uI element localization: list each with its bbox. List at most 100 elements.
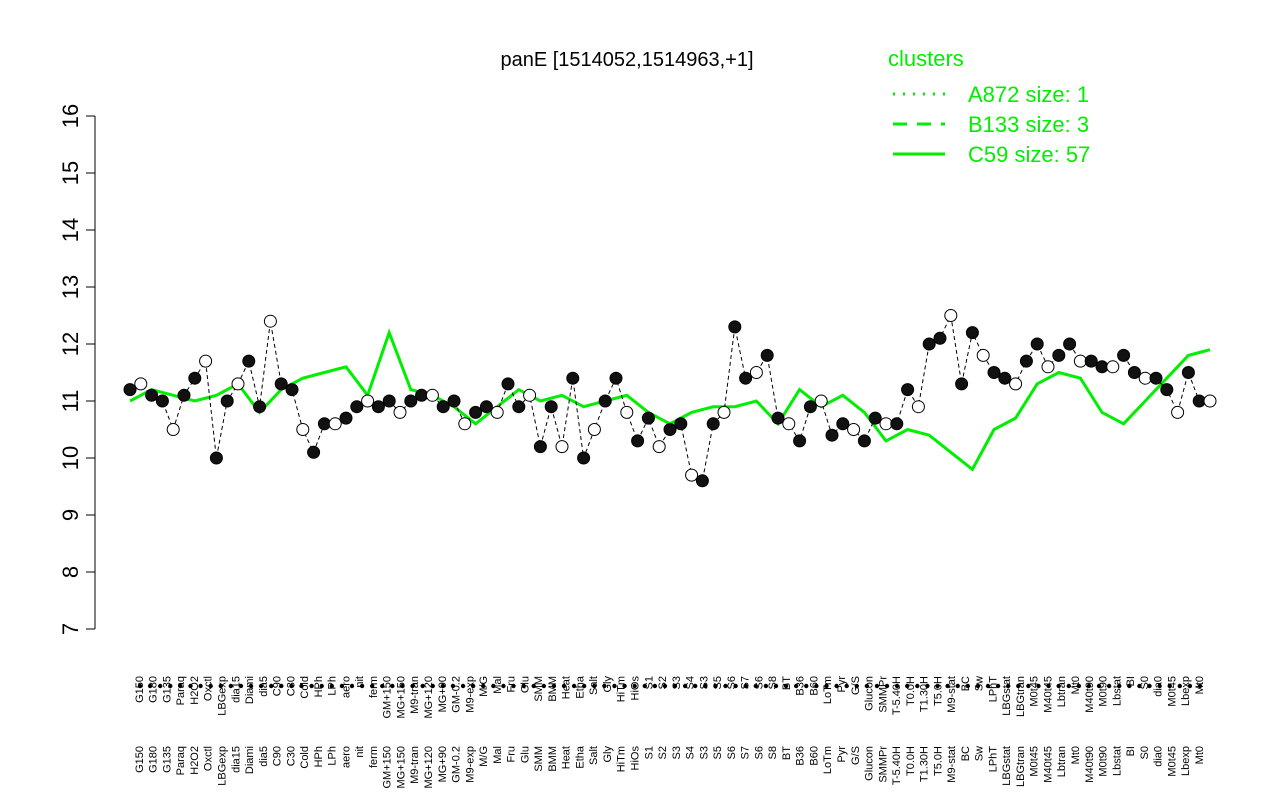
x-tick-label-lower: BI bbox=[1125, 746, 1137, 756]
x-tick-label-lower: Mt0 bbox=[1070, 746, 1082, 764]
x-tick-dot bbox=[995, 683, 1001, 689]
x-tick-label-lower: Mt0 bbox=[1194, 746, 1206, 764]
data-point bbox=[803, 400, 817, 414]
x-tick-label: S7 bbox=[740, 676, 752, 689]
x-tick-label: S5 bbox=[712, 676, 724, 689]
x-tick-dot bbox=[1147, 683, 1152, 689]
x-tick-label: S3 bbox=[698, 676, 710, 689]
x-tick-label: GM-0.2 bbox=[451, 676, 463, 713]
data-point bbox=[1127, 366, 1141, 379]
x-tick-label: Paraq bbox=[175, 676, 187, 705]
x-tick-dot bbox=[814, 683, 819, 689]
x-tick-label: M40t90 bbox=[1084, 676, 1096, 713]
x-tick-label-lower: SMMPr bbox=[877, 746, 889, 783]
data-point bbox=[404, 394, 418, 408]
x-tick-label: Cold bbox=[299, 676, 311, 699]
x-tick-label-lower: Glucon bbox=[864, 746, 876, 781]
data-point bbox=[490, 405, 504, 419]
data-point bbox=[620, 405, 634, 419]
x-tick-label: LPhT bbox=[987, 676, 999, 703]
data-point bbox=[145, 388, 159, 402]
x-tick-dot bbox=[743, 683, 748, 689]
data-point bbox=[836, 417, 850, 431]
x-tick-label: S2 bbox=[657, 676, 669, 689]
x-tick-dot bbox=[955, 683, 960, 689]
x-tick-dot bbox=[935, 683, 940, 689]
x-tick-label-lower: C30 bbox=[285, 746, 297, 766]
x-tick-label-lower: M40t45 bbox=[1042, 746, 1054, 783]
x-tick-label-lower: B60 bbox=[808, 746, 820, 766]
x-tick-label: dia5 bbox=[258, 676, 270, 697]
x-tick-dot bbox=[804, 683, 809, 689]
x-tick-dot bbox=[208, 683, 213, 689]
x-tick-dot bbox=[632, 683, 637, 689]
x-tick-label: G/S bbox=[850, 676, 862, 695]
data-point bbox=[425, 388, 439, 402]
data-point bbox=[566, 371, 580, 385]
data-point bbox=[415, 388, 429, 402]
x-tick-label-lower: M9-tran bbox=[409, 746, 421, 784]
x-tick-label-lower: S3 bbox=[671, 746, 683, 759]
x-tick-label-lower: S8 bbox=[767, 746, 779, 759]
x-tick-label: Pyr bbox=[836, 676, 848, 693]
y-axis: 7 8 9 10 11 12 13 14 15 16 bbox=[58, 104, 96, 635]
x-tick-label: LBGexp bbox=[217, 676, 229, 716]
x-tick-dot bbox=[622, 683, 627, 689]
x-tick-dot bbox=[733, 683, 738, 689]
x-tick-label-lower: M9-stat bbox=[946, 746, 958, 783]
data-point bbox=[728, 320, 742, 334]
x-tick-label: Lbstat bbox=[1111, 676, 1123, 706]
x-tick-dot bbox=[410, 683, 415, 689]
x-tick-dot bbox=[834, 683, 839, 689]
x-tick-dot bbox=[844, 683, 849, 689]
x-tick-label-lower: S5 bbox=[712, 746, 724, 759]
x-tick-dot bbox=[258, 683, 264, 689]
x-tick-label: Etha bbox=[574, 675, 586, 699]
x-tick-dot bbox=[571, 683, 577, 689]
x-tick-dot bbox=[1187, 683, 1193, 689]
data-point bbox=[987, 366, 1001, 379]
x-tick-label-lower: S1 bbox=[643, 746, 655, 759]
data-point bbox=[436, 400, 450, 414]
data-point bbox=[501, 377, 515, 391]
x-tick-label-lower: T-5.40H bbox=[891, 746, 903, 785]
x-tick-label-lower: Salt bbox=[588, 746, 600, 765]
series-layer bbox=[123, 309, 1217, 488]
data-point bbox=[1063, 337, 1077, 351]
x-tick-dot bbox=[349, 683, 355, 689]
x-tick-label-lower: T1.30H bbox=[919, 746, 931, 782]
x-tick-label: Glu bbox=[519, 676, 531, 693]
x-tick-dot bbox=[168, 683, 173, 689]
x-tick-dot bbox=[652, 683, 658, 689]
x-tick-label-lower: M9-exp bbox=[464, 746, 476, 783]
data-point bbox=[771, 411, 785, 425]
x-tick-label-lower: nit bbox=[354, 746, 366, 758]
data-point bbox=[1138, 371, 1152, 385]
x-tick-dot bbox=[854, 683, 859, 689]
x-tick-label-lower: Sw bbox=[974, 746, 986, 761]
x-tick-dot bbox=[975, 683, 981, 689]
x-tick-label: S8 bbox=[767, 676, 779, 689]
data-point bbox=[1030, 337, 1044, 351]
x-tick-label: M0t90 bbox=[1098, 676, 1110, 707]
legend-title: clusters bbox=[888, 46, 964, 71]
data-point bbox=[1171, 405, 1185, 419]
data-point bbox=[868, 411, 882, 425]
x-tick-dot bbox=[400, 683, 405, 689]
data-point bbox=[555, 440, 569, 454]
x-tick-dot bbox=[703, 683, 708, 689]
x-tick-label: Mt0 bbox=[1070, 676, 1082, 694]
x-tick-label: SMM bbox=[533, 676, 545, 702]
x-tick-dot bbox=[905, 683, 910, 689]
x-tick-label-lower: Etha bbox=[574, 745, 586, 769]
x-tick-label-lower: S6 bbox=[753, 746, 765, 759]
data-point bbox=[339, 411, 353, 425]
x-tick-dot bbox=[521, 683, 526, 689]
x-tick-label-lower: Glu bbox=[519, 746, 531, 763]
x-tick-label-lower: M0t45 bbox=[1029, 746, 1041, 777]
x-tick-dot bbox=[541, 683, 547, 689]
x-tick-label: Sw bbox=[974, 676, 986, 691]
data-point bbox=[155, 394, 169, 408]
x-tick-label-lower: B36 bbox=[795, 746, 807, 766]
x-tick-label: dia15 bbox=[230, 676, 242, 703]
